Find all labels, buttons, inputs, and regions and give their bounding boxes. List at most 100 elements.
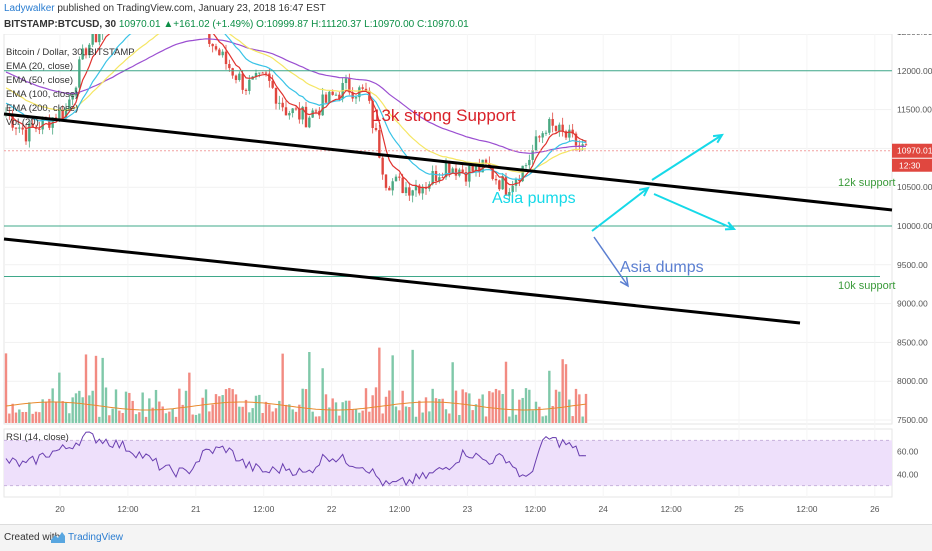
candle-body bbox=[338, 94, 341, 100]
candle-body bbox=[298, 108, 301, 120]
candle-body bbox=[351, 92, 354, 99]
price-change: ▲+161.02 (+1.49%) bbox=[163, 19, 254, 30]
volume-bar bbox=[544, 415, 548, 423]
volume-bar bbox=[364, 388, 368, 423]
candle-body bbox=[454, 168, 458, 176]
volume-bar bbox=[241, 406, 244, 423]
candle-body bbox=[258, 72, 261, 74]
close-value: C:10970.01 bbox=[416, 19, 469, 30]
volume-bar bbox=[294, 411, 298, 423]
volume-bar bbox=[374, 387, 378, 423]
legend-vol: Vol (20) bbox=[6, 117, 39, 128]
candle-body bbox=[441, 177, 444, 179]
candle-body bbox=[561, 124, 564, 132]
candle-body bbox=[484, 159, 488, 164]
volume-bar bbox=[511, 389, 514, 423]
volume-bar bbox=[368, 411, 371, 423]
volume-bar bbox=[14, 412, 18, 423]
volume-bar bbox=[458, 414, 461, 423]
volume-bar bbox=[454, 390, 458, 423]
candle-body bbox=[88, 44, 91, 56]
volume-bar bbox=[334, 402, 338, 423]
volume-bar bbox=[94, 355, 98, 423]
candle-body bbox=[501, 176, 504, 190]
candle-body bbox=[421, 186, 424, 194]
last-price: 10970.01 bbox=[118, 19, 161, 30]
volume-bar bbox=[58, 372, 61, 423]
volume-bar bbox=[284, 404, 288, 423]
candle-body bbox=[391, 181, 394, 191]
volume-bar bbox=[178, 388, 181, 423]
volume-bar bbox=[8, 413, 11, 423]
candle-body bbox=[394, 176, 398, 182]
high-value: H:11120.37 bbox=[311, 19, 362, 30]
low-value: L:10970.00 bbox=[364, 19, 415, 30]
volume-bar bbox=[351, 409, 354, 423]
candle-body bbox=[64, 108, 68, 119]
volume-bar bbox=[514, 414, 518, 423]
volume-bar bbox=[421, 412, 424, 423]
volume-bar bbox=[18, 409, 21, 423]
volume-bar bbox=[71, 397, 74, 423]
candle-body bbox=[234, 75, 238, 80]
candle-body bbox=[534, 136, 538, 151]
time-tick-label: 23 bbox=[463, 504, 473, 514]
price-tick-label: 12500.00 bbox=[897, 34, 932, 37]
volume-bar bbox=[121, 412, 124, 423]
volume-bar bbox=[281, 353, 284, 423]
volume-bar bbox=[21, 412, 24, 423]
tradingview-brand-link[interactable]: TradingView bbox=[68, 532, 124, 543]
volume-bars bbox=[4, 347, 588, 423]
candle-body bbox=[314, 110, 318, 112]
volume-bar bbox=[254, 395, 258, 423]
candle-body bbox=[291, 108, 294, 114]
candle-body bbox=[431, 170, 434, 185]
volume-bar bbox=[154, 389, 158, 423]
price-tick-label: 12000.00 bbox=[897, 66, 932, 76]
price-tick-label: 10000.00 bbox=[897, 221, 932, 231]
volume-bar bbox=[371, 395, 374, 423]
volume-bar bbox=[61, 401, 64, 423]
volume-bar bbox=[201, 397, 204, 423]
volume-bar bbox=[271, 411, 274, 423]
volume-bar bbox=[504, 361, 508, 423]
volume-bar bbox=[264, 401, 268, 423]
candle-body bbox=[268, 73, 271, 81]
volume-bar bbox=[328, 407, 331, 423]
volume-bar bbox=[118, 410, 121, 423]
volume-bar bbox=[564, 364, 568, 423]
volume-bar bbox=[298, 404, 301, 423]
support-13k-label: 13k strong Support bbox=[372, 106, 516, 125]
candle-body bbox=[434, 170, 438, 181]
volume-bar bbox=[571, 416, 574, 423]
volume-bar bbox=[221, 395, 224, 423]
candle-body bbox=[384, 174, 388, 188]
volume-bar bbox=[44, 401, 48, 423]
volume-bar bbox=[268, 404, 271, 423]
volume-bar bbox=[108, 415, 111, 423]
volume-bar bbox=[448, 413, 451, 423]
volume-bar bbox=[548, 370, 551, 423]
candle-body bbox=[348, 78, 351, 93]
price-chart[interactable]: 7500.00 8000.00 8500.00 9000.00 9500.00 10000… bbox=[0, 34, 932, 524]
volume-bar bbox=[568, 399, 571, 423]
volume-bar bbox=[444, 409, 448, 423]
drawings bbox=[3, 70, 893, 325]
candle-body bbox=[474, 164, 478, 172]
candle-body bbox=[361, 87, 364, 89]
volume-bar bbox=[561, 359, 564, 423]
volume-bar bbox=[208, 411, 211, 423]
candle-body bbox=[24, 129, 28, 142]
candle-body bbox=[328, 91, 331, 103]
support-12k-label: 12k support bbox=[838, 177, 896, 189]
time-tick-label: 24 bbox=[598, 504, 608, 514]
author-link[interactable]: Ladywalker bbox=[4, 3, 55, 14]
candle-body bbox=[271, 80, 274, 88]
volume-bar bbox=[391, 355, 394, 423]
volume-bar bbox=[494, 388, 498, 423]
candle-body bbox=[558, 124, 561, 131]
volume-bar bbox=[64, 402, 68, 423]
volume-bar bbox=[248, 412, 251, 423]
volume-bar bbox=[151, 407, 154, 423]
candle-body bbox=[548, 119, 551, 133]
